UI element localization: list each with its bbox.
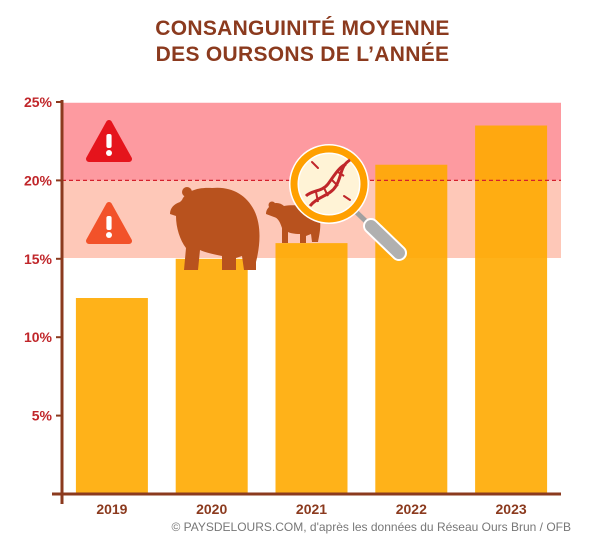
chart-title: CONSANGUINITÉ MOYENNE DES OURSONS DE L’A… bbox=[0, 16, 605, 68]
bar-2021 bbox=[275, 243, 348, 494]
bars bbox=[62, 125, 561, 495]
bar-2023 bbox=[475, 125, 548, 495]
x-tick-label: 2020 bbox=[196, 501, 227, 517]
y-tick-label: 20% bbox=[24, 172, 53, 188]
x-tick-labels: 2019 2020 2021 2022 2023 bbox=[96, 501, 527, 517]
axes bbox=[52, 100, 561, 504]
y-tick-label: 10% bbox=[24, 329, 53, 345]
bar-2022 bbox=[375, 164, 448, 494]
x-tick-label: 2019 bbox=[96, 501, 127, 517]
bar-2019 bbox=[75, 298, 148, 494]
adult-bear-icon bbox=[170, 187, 260, 270]
x-tick-label: 2023 bbox=[496, 501, 527, 517]
chart-title-line-2: DES OURSONS DE L’ANNÉE bbox=[155, 43, 450, 66]
source-credit: © PAYSDELOURS.COM, d'après les données d… bbox=[171, 520, 571, 534]
y-tick-label: 5% bbox=[32, 408, 53, 424]
y-tick-labels: 5% 10% 15% 20% 25% bbox=[24, 94, 53, 424]
caution-warning-icon bbox=[86, 202, 132, 244]
x-tick-label: 2021 bbox=[296, 501, 327, 517]
y-tick-label: 15% bbox=[24, 251, 53, 267]
danger-warning-icon bbox=[86, 120, 132, 162]
bar-2020 bbox=[175, 258, 248, 494]
illustrations bbox=[86, 120, 407, 270]
y-tick-label: 25% bbox=[24, 94, 53, 110]
dna-magnifier-icon bbox=[289, 144, 407, 261]
x-tick-label: 2022 bbox=[396, 501, 427, 517]
chart-title-line-1: CONSANGUINITÉ MOYENNE bbox=[155, 17, 450, 40]
